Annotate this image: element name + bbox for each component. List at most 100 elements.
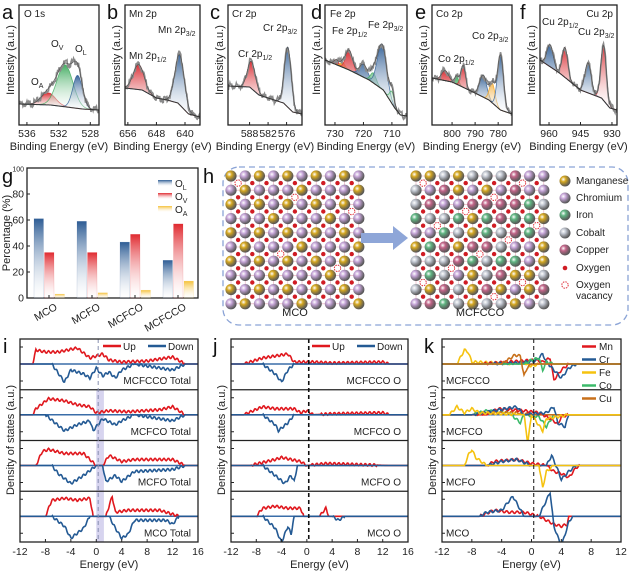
- atom-manganese: [268, 213, 280, 225]
- atom-copper: [453, 255, 465, 267]
- legend-label: Up: [332, 342, 345, 353]
- atom-manganese: [453, 241, 465, 253]
- plot-frame: [431, 4, 513, 126]
- atom-manganese: [467, 227, 479, 239]
- dos-curve-mn: [442, 457, 621, 479]
- atom-chromium: [324, 241, 336, 253]
- bar-MCFO-0: [76, 221, 87, 299]
- background-line: [125, 87, 200, 118]
- x-axis-label: Binding Energy (eV): [423, 141, 521, 153]
- peak-label: Fe 2p3/2: [368, 20, 403, 33]
- atom-oxygen: [491, 280, 497, 285]
- atom-oxygen: [264, 180, 269, 186]
- x-tick-label: 4: [329, 546, 335, 558]
- x-tick-label: 582: [259, 128, 277, 140]
- atom-cobalt: [438, 255, 450, 267]
- label-main: O: [175, 205, 183, 216]
- atom-oxygen: [420, 223, 426, 228]
- atom-chromium: [310, 213, 322, 225]
- bar-MCO-2: [54, 293, 65, 299]
- x-tick-label: 945: [572, 128, 590, 140]
- atom-manganese: [225, 284, 237, 296]
- atom-chromium: [225, 241, 237, 253]
- atom-iron: [495, 255, 507, 267]
- y-axis-label: Percentage (%): [1, 195, 13, 271]
- subpanel-label: MCFCCO Total: [123, 376, 191, 387]
- label-main: Mn 2p: [158, 25, 186, 36]
- atom-oxygen: [491, 209, 497, 214]
- x-axis-label: Energy (eV): [502, 559, 561, 571]
- fit-component-1: [19, 64, 99, 110]
- y-axis-label: Density of states (a.u.): [5, 385, 17, 495]
- panel-letter-h: h: [203, 166, 214, 188]
- panel-letter-a: a: [2, 2, 14, 24]
- background-line: [228, 85, 302, 115]
- label-subscript: 1/2: [569, 23, 579, 30]
- atom-copper: [509, 184, 521, 196]
- atom-manganese: [225, 255, 237, 267]
- atom-manganese: [253, 255, 265, 267]
- x-tick-label: 12: [377, 546, 389, 558]
- atom-cobalt: [453, 227, 465, 239]
- atom-oxygen: [250, 209, 255, 214]
- atom-iron: [410, 213, 422, 225]
- panel-title: Cr 2p: [232, 9, 257, 20]
- atom-cobalt: [410, 284, 422, 296]
- fit-component-1: [125, 54, 200, 117]
- atom-cobalt: [538, 298, 550, 310]
- x-tick-label: 640: [176, 128, 194, 140]
- atom-manganese: [225, 198, 237, 210]
- label-main: O: [175, 192, 183, 203]
- atom-iron: [481, 227, 493, 239]
- legend-oxygen-dot: [562, 265, 568, 271]
- atom-manganese: [353, 241, 365, 253]
- atom-chromium: [324, 255, 336, 267]
- atom-chromium: [268, 255, 280, 267]
- atom-manganese: [538, 213, 550, 225]
- atom-manganese: [253, 227, 265, 239]
- plot-area: [19, 55, 99, 114]
- atom-oxygen: [491, 266, 497, 271]
- atom-oxygen: [534, 266, 539, 271]
- atom-cobalt: [453, 298, 465, 310]
- dos-curve-down: [231, 361, 408, 383]
- x-tick-label: 16: [402, 546, 414, 558]
- atom-manganese: [353, 184, 365, 196]
- atom-oxygen: [250, 237, 255, 243]
- atom-oxygen: [321, 209, 326, 214]
- atom-chromium: [239, 170, 251, 182]
- atom-manganese: [225, 170, 237, 182]
- atom-manganese: [239, 298, 251, 310]
- atom-copper: [509, 198, 521, 210]
- atom-oxygen: [435, 294, 440, 299]
- label-subscript: 3/2: [186, 31, 196, 38]
- atom-oxygen: [292, 237, 298, 243]
- atom-copper: [424, 298, 436, 310]
- atom-oxygen: [463, 294, 468, 299]
- label-subscript: 1/2: [465, 60, 475, 67]
- atom-iron: [509, 255, 521, 267]
- plot-area: [432, 52, 512, 116]
- plot-area: [325, 43, 407, 121]
- atom-oxygen: [321, 180, 326, 186]
- label-main: Cr 2p: [238, 49, 263, 60]
- atom-chromium: [268, 170, 280, 182]
- atom-chromium: [324, 227, 336, 239]
- x-tick-label: -4: [277, 546, 286, 558]
- atom-manganese: [310, 198, 322, 210]
- dos-curve-up: [231, 504, 408, 518]
- atom-oxygen: [435, 251, 440, 257]
- atom-chromium: [524, 241, 536, 253]
- atom-manganese: [467, 213, 479, 225]
- atom-oxygen: [250, 180, 255, 186]
- label-main: O: [31, 77, 39, 88]
- atom-oxygen: [420, 195, 426, 200]
- oxygen-vacancy: [419, 179, 427, 187]
- atom-chromium: [282, 241, 294, 253]
- x-tick-label: -12: [223, 546, 238, 558]
- atom-copper: [481, 284, 493, 296]
- atom-oxygen: [250, 280, 255, 285]
- atom-oxygen: [534, 180, 539, 186]
- atom-chromium: [268, 241, 280, 253]
